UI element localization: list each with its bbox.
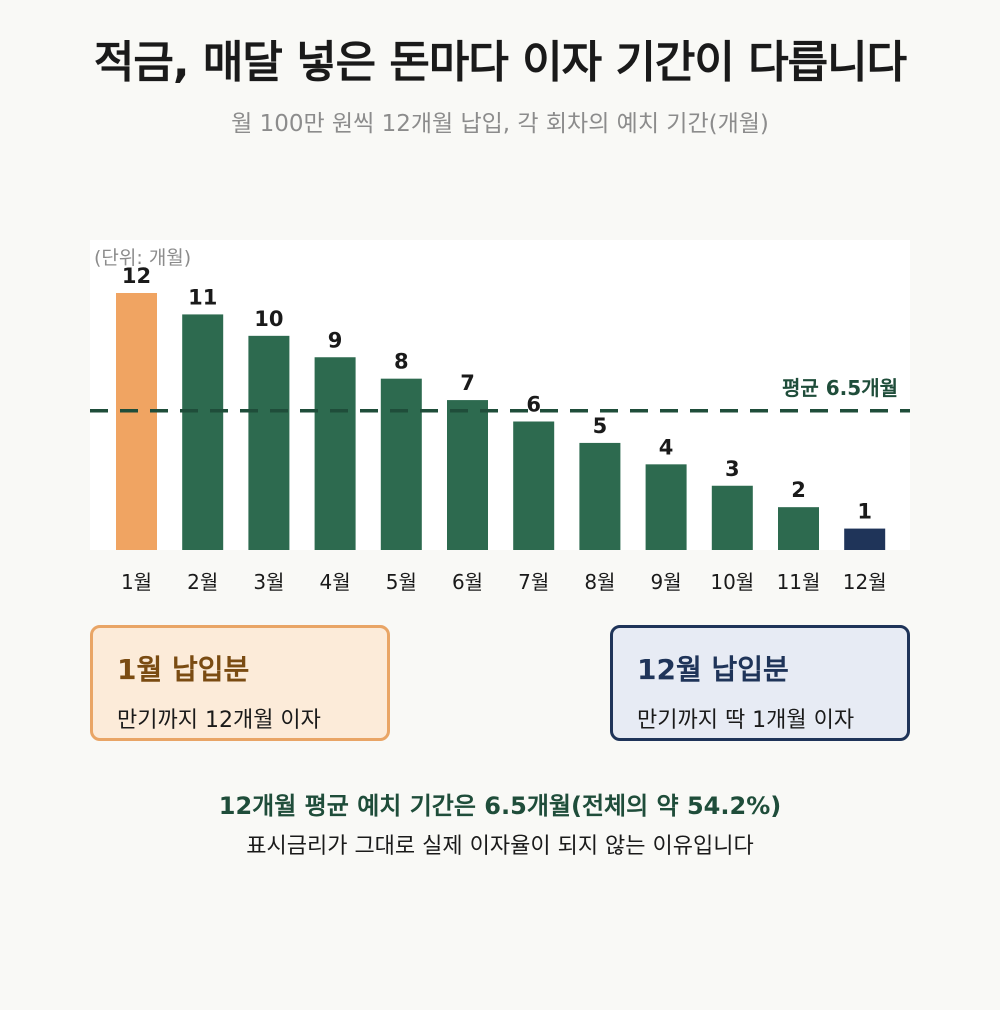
- bar-value-label: 11: [188, 285, 217, 309]
- x-tick-label: 2월: [187, 570, 218, 594]
- summary-highlight: 12개월 평균 예치 기간은 6.5개월(전체의 약 54.2%): [218, 792, 782, 820]
- x-tick-label: 9월: [651, 570, 682, 594]
- summary-note: 표시금리가 그대로 실제 이자율이 되지 않는 이유입니다: [246, 834, 754, 859]
- x-tick-label: 12월: [843, 570, 887, 594]
- bar-1: [116, 293, 157, 550]
- card-first-payment: 1월 납입분 만기까지 12개월 이자: [90, 625, 390, 741]
- x-tick-label: 1월: [121, 570, 152, 594]
- bar-9: [645, 464, 687, 550]
- bar-10: [711, 485, 753, 550]
- bar-8: [579, 442, 621, 550]
- bar-2: [182, 314, 224, 550]
- plot-area: [90, 240, 910, 550]
- card-last-desc: 만기까지 딱 1개월 이자: [637, 708, 855, 733]
- x-tick-label: 6월: [452, 570, 483, 594]
- bar-value-label: 2: [791, 478, 806, 502]
- x-tick-label: 10월: [710, 570, 754, 594]
- card-first-desc: 만기까지 12개월 이자: [117, 708, 321, 733]
- x-tick-label: 5월: [386, 570, 417, 594]
- bar-6: [447, 400, 488, 550]
- card-last-title: 12월 납입분: [637, 653, 789, 686]
- bar-value-label: 8: [394, 350, 409, 374]
- bar-value-label: 5: [593, 414, 608, 438]
- bar-value-label: 12: [122, 264, 151, 288]
- card-last-payment: 12월 납입분 만기까지 딱 1개월 이자: [610, 625, 910, 741]
- x-tick-label: 7월: [518, 570, 549, 594]
- bar-value-label: 3: [725, 457, 740, 481]
- bar-value-label: 6: [526, 393, 541, 417]
- bar-value-label: 7: [460, 371, 475, 395]
- bar-12: [844, 528, 886, 550]
- bar-value-label: 1: [857, 500, 872, 524]
- page-title: 적금, 매달 넣은 돈마다 이자 기간이 다릅니다: [93, 37, 907, 88]
- bar-value-label: 10: [254, 307, 283, 331]
- x-tick-label: 8월: [584, 570, 615, 594]
- bar-7: [513, 421, 555, 550]
- bar-value-label: 4: [659, 435, 674, 459]
- card-first-title: 1월 납입분: [117, 653, 250, 686]
- x-tick-label: 3월: [253, 570, 284, 594]
- average-label: 평균 6.5개월: [782, 376, 898, 400]
- bar-3: [248, 335, 290, 550]
- bar-4: [314, 357, 356, 550]
- x-tick-label: 4월: [320, 570, 351, 594]
- page-subtitle: 월 100만 원씩 12개월 납입, 각 회차의 예치 기간(개월): [231, 111, 769, 137]
- bar-5: [380, 378, 422, 550]
- bar-value-label: 9: [328, 328, 343, 352]
- bar-11: [778, 507, 819, 550]
- unit-label: (단위: 개월): [94, 247, 191, 269]
- bar-chart: (단위: 개월)121월112월103월94월85월76월67월58월49월31…: [90, 240, 910, 594]
- x-tick-label: 11월: [777, 570, 821, 594]
